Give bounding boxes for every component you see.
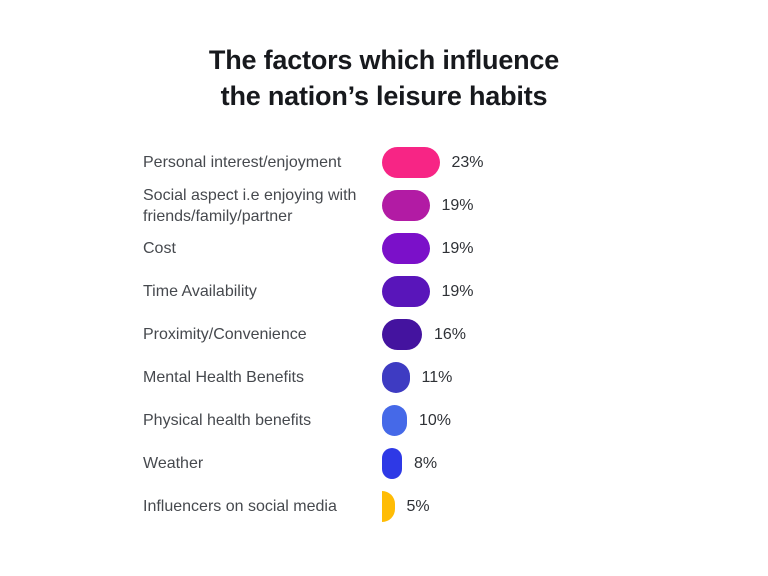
category-label: Physical health benefits xyxy=(143,412,312,429)
percent-label: 23% xyxy=(451,153,484,171)
chart-row: Mental Health Benefits 11% xyxy=(143,356,703,399)
bar xyxy=(382,319,422,350)
category-label: Social aspect i.e enjoying with friends/… xyxy=(143,186,357,225)
category-label: Proximity/Convenience xyxy=(143,326,307,343)
bar xyxy=(382,233,430,264)
chart-row: Time Availability 19% xyxy=(143,270,703,313)
bar xyxy=(382,362,410,393)
percent-label: 5% xyxy=(406,497,430,515)
percent-label: 10% xyxy=(419,411,452,429)
chart-row: Physical health benefits 10% xyxy=(143,399,703,442)
percent-label: 11% xyxy=(421,368,453,386)
bar-chart: Personal interest/enjoyment 23% Social asp… xyxy=(143,141,703,528)
percent-label: 19% xyxy=(441,282,474,300)
chart-title-line-2: the nation’s leisure habits xyxy=(220,81,548,111)
percent-label: 19% xyxy=(441,196,474,214)
chart-title-line-1: The factors which influence xyxy=(208,45,560,75)
chart-row: Proximity/Convenience 16% xyxy=(143,313,703,356)
bar xyxy=(382,405,407,436)
chart-row: Personal interest/enjoyment 23% xyxy=(143,141,703,184)
bar xyxy=(382,491,395,522)
category-label: Weather xyxy=(143,455,204,472)
category-label: Cost xyxy=(143,240,176,257)
chart-rows: Personal interest/enjoyment 23% Social asp… xyxy=(143,141,703,528)
bar xyxy=(382,448,402,479)
category-label: Influencers on social media xyxy=(143,498,337,515)
chart-row: Influencers on social media 5% xyxy=(143,485,703,528)
percent-label: 16% xyxy=(434,325,467,343)
bar xyxy=(382,147,440,178)
category-label: Personal interest/enjoyment xyxy=(143,154,342,171)
percent-label: 8% xyxy=(414,454,438,472)
chart-row: Weather 8% xyxy=(143,442,703,485)
chart-row: Cost 19% xyxy=(143,227,703,270)
bar xyxy=(382,276,430,307)
bar xyxy=(382,190,430,221)
category-label: Mental Health Benefits xyxy=(143,369,304,386)
chart-title: The factors which influence the nation’s… xyxy=(0,42,768,114)
chart-row: Social aspect i.e enjoying with friends/… xyxy=(143,184,703,227)
percent-label: 19% xyxy=(441,239,474,257)
category-label: Time Availability xyxy=(143,283,257,300)
